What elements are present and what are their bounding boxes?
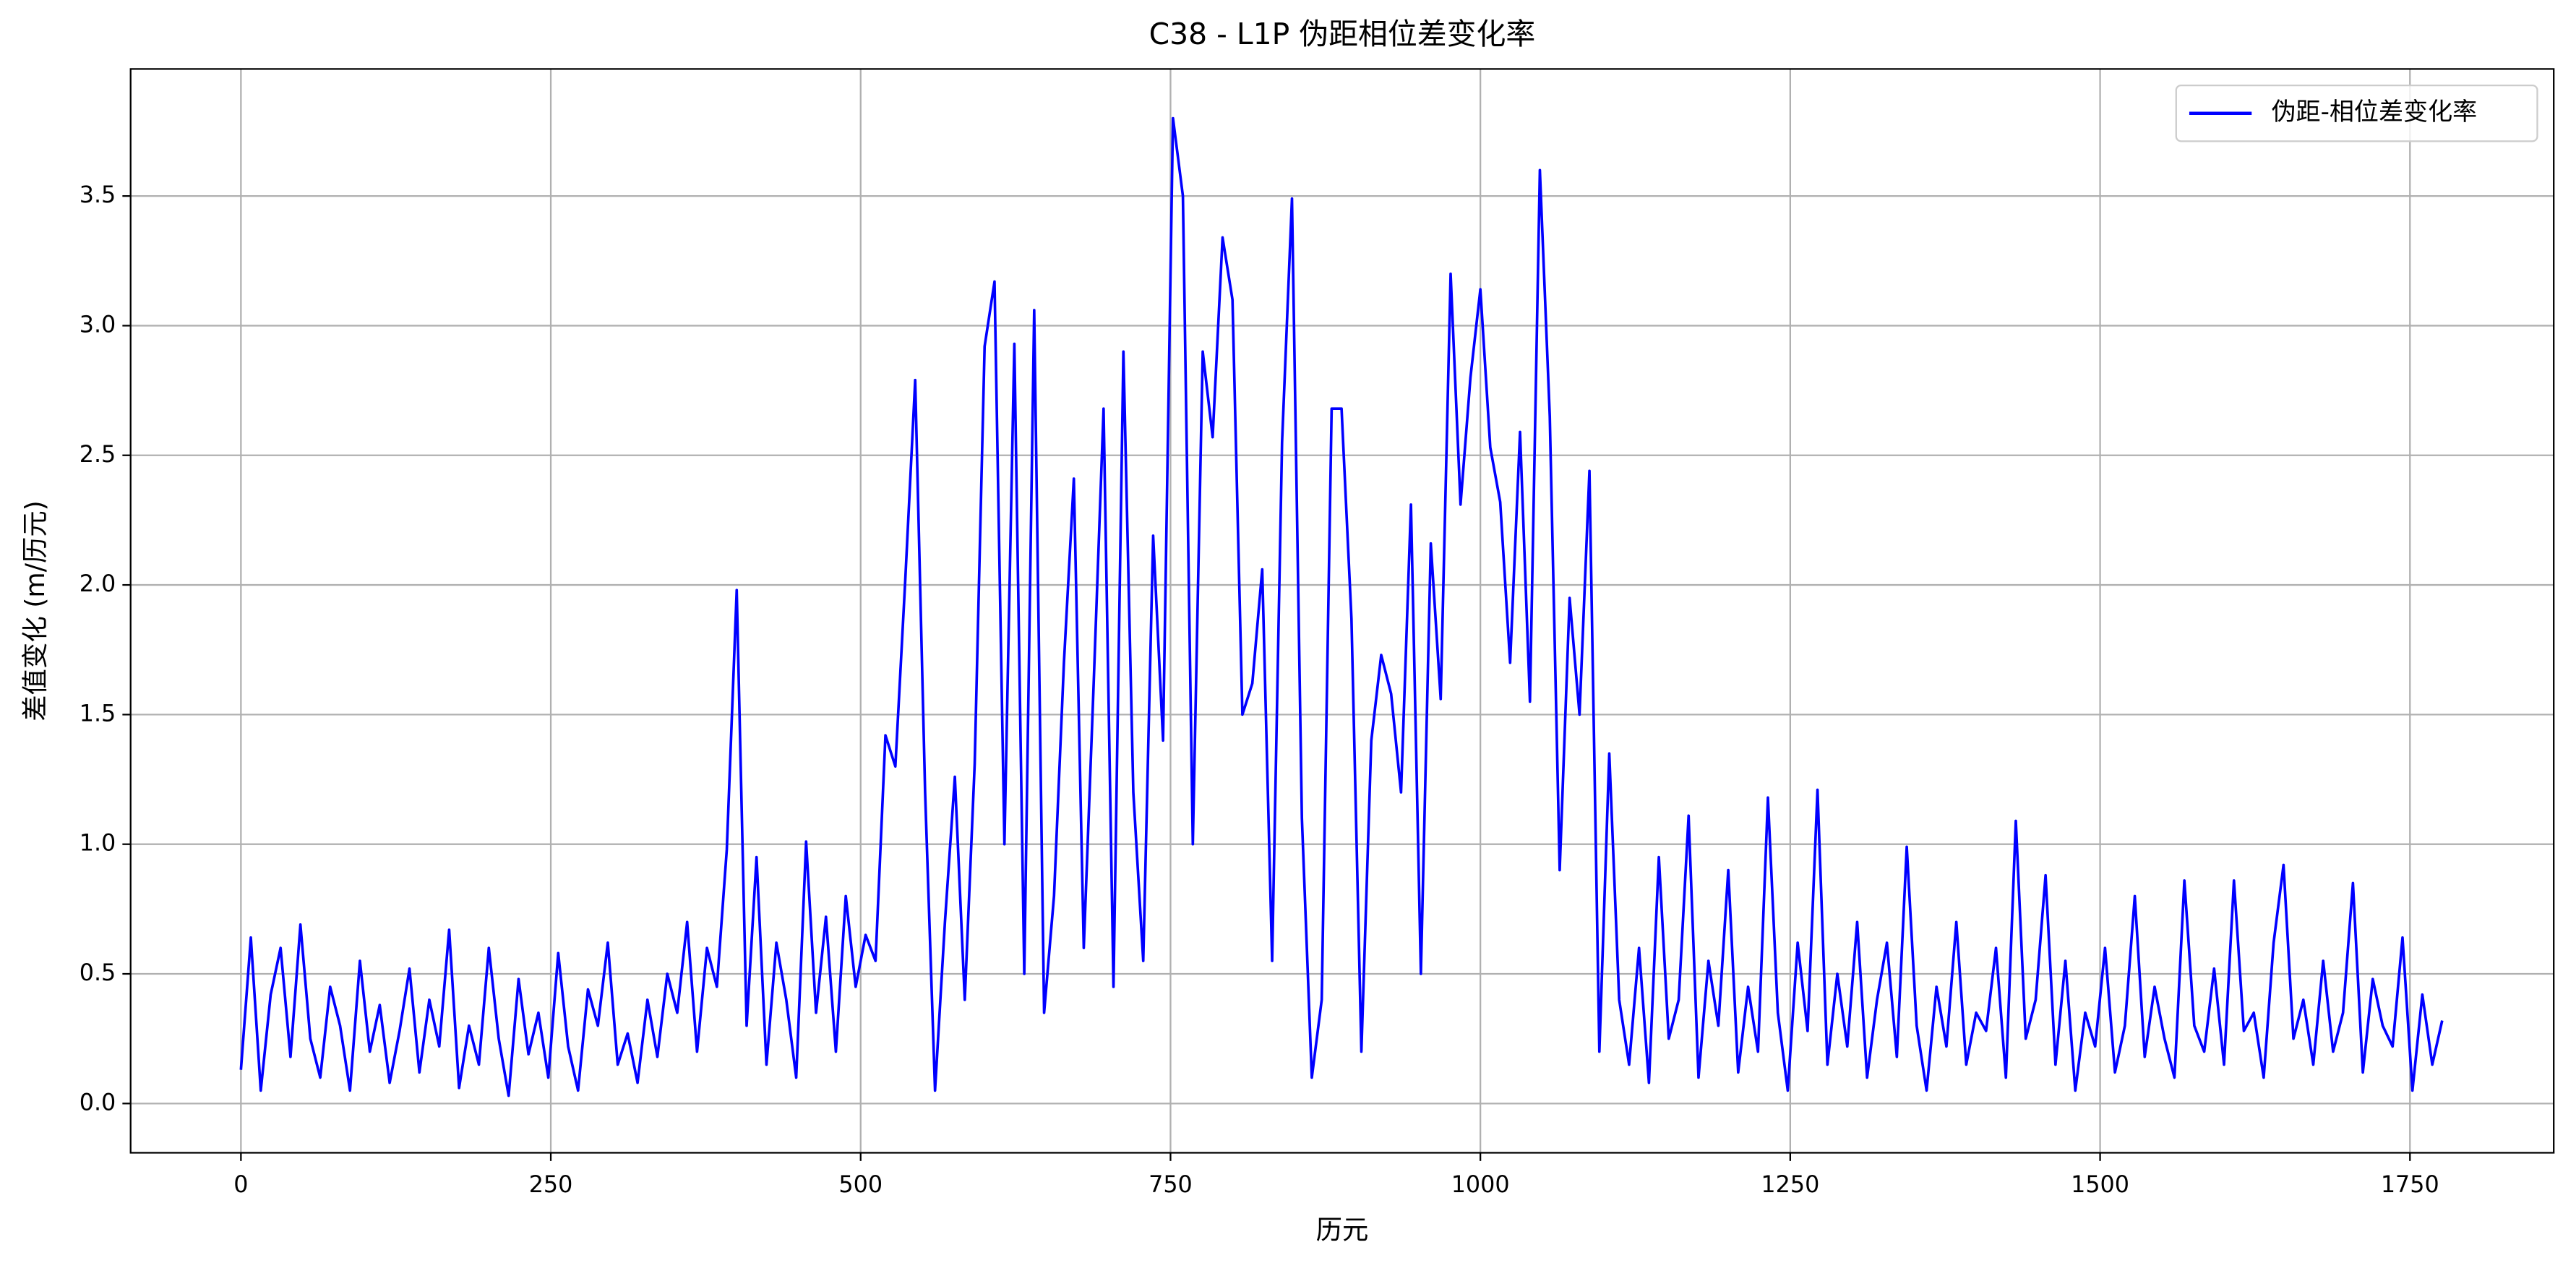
y-tick-label: 1.5 <box>80 700 116 727</box>
chart-title: C38 - L1P 伪距相位差变化率 <box>1149 17 1536 51</box>
x-tick-label: 500 <box>838 1171 883 1198</box>
y-tick-label: 0.5 <box>80 959 116 986</box>
y-tick-label: 0.0 <box>80 1089 116 1116</box>
legend: 伪距-相位差变化率 <box>2175 84 2538 142</box>
y-axis-label: 差值变化 (m/历元) <box>20 500 51 722</box>
y-tick-label: 3.0 <box>80 311 116 338</box>
legend-box <box>2175 84 2538 142</box>
y-tick-label: 3.5 <box>80 181 116 208</box>
y-tick-label: 2.0 <box>80 570 116 597</box>
y-tick-label: 1.0 <box>80 830 116 857</box>
x-tick-label: 250 <box>529 1171 573 1198</box>
line-series <box>239 116 2444 1097</box>
x-tick-label: 1500 <box>2071 1171 2129 1198</box>
x-tick-label: 0 <box>233 1171 248 1198</box>
legend-label: 伪距-相位差变化率 <box>2272 98 2478 127</box>
y-tick-label: 2.5 <box>80 441 116 468</box>
x-tick-label: 750 <box>1149 1171 1193 1198</box>
x-axis-label: 历元 <box>1316 1214 1369 1245</box>
x-tick-label: 1000 <box>1451 1171 1510 1198</box>
plot-frame <box>129 68 2555 1154</box>
x-tick-label: 1250 <box>1761 1171 1819 1198</box>
x-tick-label: 1750 <box>2381 1171 2439 1198</box>
